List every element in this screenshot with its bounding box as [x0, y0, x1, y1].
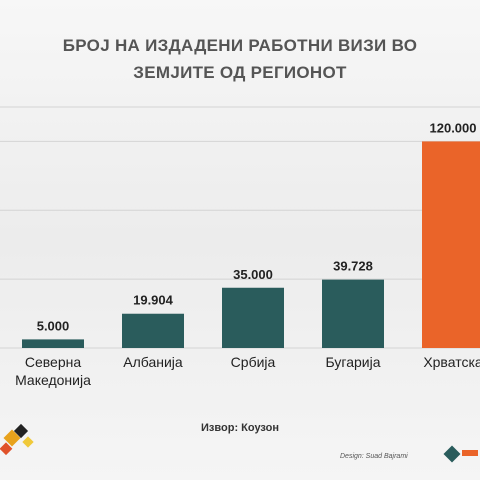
value-label: 120.000 [430, 120, 477, 135]
value-label: 5.000 [37, 318, 70, 333]
x-tick-label: Албанија [123, 354, 183, 370]
value-label: 39.728 [333, 259, 373, 274]
chart-title: БРОЈ НА ИЗДАДЕНИ РАБОТНИ ВИЗИ ВО ЗЕМЈИТЕ… [62, 36, 418, 82]
bar [22, 339, 84, 348]
x-tick-label: Бугарија [325, 354, 381, 370]
source: Извор: Коузон [201, 422, 279, 434]
logo-right [443, 445, 478, 463]
x-tick-label: Хрватска [423, 354, 480, 370]
value-label: 19.904 [133, 293, 174, 308]
value-label: 35.000 [233, 267, 273, 282]
bar [422, 141, 480, 348]
x-tick-label: Србија [230, 354, 276, 370]
bar [322, 279, 384, 348]
bar [122, 313, 184, 348]
x-tick-label: Северна Македонија [15, 354, 91, 388]
credit: Design: Suad Bajrami [340, 453, 408, 460]
bar [222, 287, 284, 348]
